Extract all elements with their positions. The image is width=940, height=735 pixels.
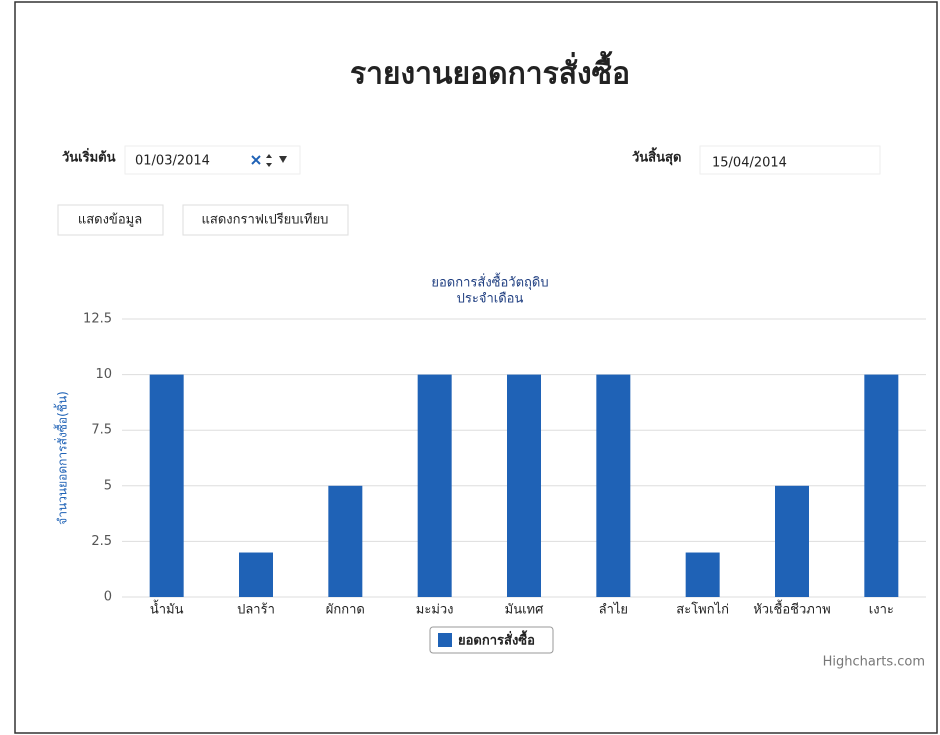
bar (686, 553, 720, 597)
y-tick-label: 5 (104, 478, 112, 493)
button-label[interactable]: แสดงกราฟเปรียบเทียบ (202, 212, 329, 228)
bar (507, 375, 541, 597)
page: รายงานยอดการสั่งซื้อ วันเริ่มต้น 01/03/2… (0, 0, 940, 735)
bar (418, 375, 452, 597)
bar (596, 375, 630, 597)
bar (239, 553, 273, 597)
chart-title: ยอดการสั่งซื้อวัตถุดิบ (431, 273, 548, 291)
x-tick-label: น้ำมัน (150, 600, 184, 618)
x-tick-label: มะม่วง (416, 603, 454, 618)
y-tick-label: 0 (104, 590, 112, 605)
credit: Highcharts.com (823, 655, 925, 670)
y-axis-label: จำนวนยอดการสั่งซื้อ(ชิ้น) (54, 391, 70, 525)
bar (328, 486, 362, 597)
bar (775, 486, 809, 597)
x-tick-label: สะโพกไก่ (676, 602, 729, 618)
page-title: รายงานยอดการสั่งซื้อ (350, 51, 630, 92)
x-tick-label: ผักกาด (326, 603, 365, 618)
end-value: 15/04/2014 (712, 156, 787, 171)
button-label[interactable]: แสดงข้อมูล (78, 213, 142, 228)
x-tick-label: เงาะ (869, 603, 894, 618)
page-frame (15, 2, 937, 733)
start-label: วันเริ่มต้น (62, 148, 116, 166)
x-tick-label: มันเทศ (505, 603, 544, 618)
start-value: 01/03/2014 (135, 154, 210, 169)
x-tick-label: ปลาร้า (237, 603, 275, 618)
y-tick-label: 7.5 (91, 423, 112, 438)
chart-subtitle: ประจำเดือน (457, 291, 524, 307)
legend-swatch (438, 633, 452, 647)
bar (864, 375, 898, 597)
y-tick-label: 10 (95, 367, 112, 382)
bar (150, 375, 184, 597)
x-tick-label: ลำไย (599, 602, 628, 618)
y-tick-label: 12.5 (83, 312, 112, 327)
y-tick-label: 2.5 (91, 534, 112, 549)
x-tick-label: หัวเชื้อชีวภาพ (753, 600, 831, 618)
